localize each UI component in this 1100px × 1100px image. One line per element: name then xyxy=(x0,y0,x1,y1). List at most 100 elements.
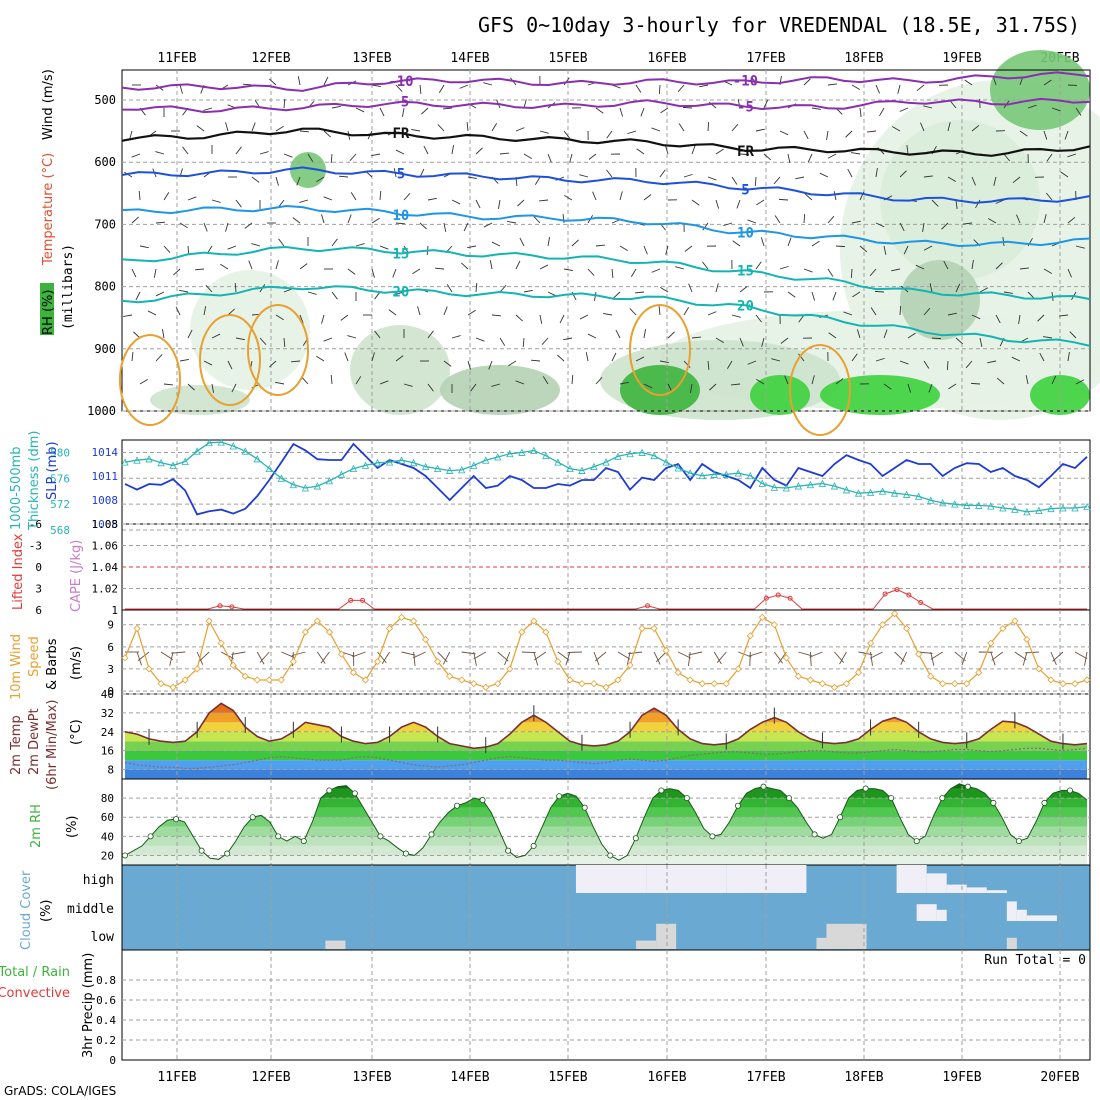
wind-barb xyxy=(275,260,279,270)
isotherm-label: FR xyxy=(737,144,754,160)
wind-barb xyxy=(970,382,981,385)
rh-point xyxy=(300,838,307,845)
wind-barb xyxy=(419,222,427,230)
thickness-point xyxy=(301,484,310,492)
wind-barb xyxy=(922,222,925,232)
rh-legend-swatch xyxy=(40,283,54,335)
wind-barb xyxy=(1043,214,1047,224)
wind-barb xyxy=(227,308,235,316)
wind-speed-point xyxy=(446,672,454,680)
wind-speed-point xyxy=(842,680,851,688)
thickness-label-1: 1000-500mb xyxy=(9,446,24,530)
wind-barb xyxy=(412,268,421,275)
wind-barb xyxy=(296,176,301,186)
thickness-point xyxy=(638,448,646,456)
wind-barb xyxy=(211,199,221,203)
wind-speed-point xyxy=(975,669,983,677)
wind-barb xyxy=(803,130,809,140)
wind-barb xyxy=(643,194,652,201)
rh-point xyxy=(147,833,154,840)
rh-point xyxy=(964,783,971,790)
wind-barb xyxy=(615,329,621,339)
wind-barb xyxy=(374,291,381,300)
rh-band xyxy=(125,783,1087,789)
thickness-point xyxy=(181,457,189,465)
wind-barb xyxy=(907,383,912,393)
date-tick-label: 14FEB xyxy=(450,1070,489,1085)
thickness-point xyxy=(409,458,418,467)
wind-barb xyxy=(301,377,309,385)
rh-point xyxy=(249,814,256,821)
wind-barb xyxy=(401,107,405,117)
wind-barb xyxy=(628,651,643,655)
wind-label-3: & Barbs xyxy=(45,638,60,690)
wind-tick-label: 6 xyxy=(107,641,114,654)
wind-barb xyxy=(523,153,532,160)
upper-mb-label: (millibars) xyxy=(61,244,76,330)
wind-barb xyxy=(780,337,789,344)
wind-barb xyxy=(987,360,997,364)
wind-barb xyxy=(787,291,796,298)
cloud-bar xyxy=(926,873,947,893)
wind-barb xyxy=(331,105,341,109)
wind-barb xyxy=(259,651,270,663)
wind-barb xyxy=(592,191,597,201)
wind-barb xyxy=(299,130,310,133)
thickness-point xyxy=(1083,502,1091,511)
wind-barb xyxy=(748,651,763,657)
upper-temp-label: Temperature (°C) xyxy=(41,153,56,266)
cape-point xyxy=(882,591,888,597)
wind-barb xyxy=(461,262,469,270)
wind-barb xyxy=(175,306,181,316)
wind-speed-point xyxy=(470,680,478,688)
wind-speed-point xyxy=(879,621,887,629)
wind-barb xyxy=(421,107,429,115)
wind-barb xyxy=(283,98,286,109)
wind-barb xyxy=(379,380,389,385)
wind-barb xyxy=(227,245,237,250)
rh-point xyxy=(581,804,588,811)
wind-barb xyxy=(395,149,405,155)
wind-barb xyxy=(135,291,141,301)
wind-barb xyxy=(534,176,541,185)
rh-point xyxy=(913,838,920,845)
wind-barb xyxy=(784,375,789,385)
wind-speed-point xyxy=(626,661,634,669)
series-line xyxy=(124,441,1088,513)
isotherm-label: FR xyxy=(392,126,409,142)
thickness-point xyxy=(313,482,322,490)
isotherm-label: 5 xyxy=(741,183,749,199)
cape-point xyxy=(763,595,769,601)
slp-tick-label: 1011 xyxy=(92,470,119,483)
wind-barb xyxy=(1075,107,1082,116)
rh-point xyxy=(479,797,486,804)
wind-barb xyxy=(850,268,853,279)
wind-barb xyxy=(547,237,551,247)
thickness-point xyxy=(878,487,887,495)
wind-speed-point xyxy=(169,683,177,691)
wind-barb xyxy=(491,123,498,132)
temp-bands xyxy=(125,703,1087,779)
cloud-bar xyxy=(656,923,677,949)
rh-point xyxy=(326,787,333,794)
wind-barb xyxy=(427,330,434,339)
wind-barb xyxy=(883,383,892,390)
wind-speed-point xyxy=(398,613,406,621)
wind-barb xyxy=(321,214,325,224)
wind-speed-point xyxy=(313,617,321,625)
wind-speed-point xyxy=(145,665,153,673)
wind-barb xyxy=(211,383,215,393)
wind-speed-point xyxy=(866,639,875,647)
cloud-level-label: middle xyxy=(67,902,114,917)
rh-band xyxy=(125,807,1087,818)
wind-barb xyxy=(995,199,1005,204)
date-tick-label: 19FEB xyxy=(942,1070,981,1085)
thickness-point xyxy=(890,489,899,497)
precip-panel: 0 0.2 0.4 0.6 0.8 Run Total = 0 xyxy=(96,949,1091,1067)
cloud-bar xyxy=(986,890,1007,893)
date-tick-label: 13FEB xyxy=(352,51,391,66)
wind-barb xyxy=(403,383,413,387)
wind-barb xyxy=(467,245,477,249)
wind-barb xyxy=(658,306,661,316)
thickness-point xyxy=(578,466,586,474)
